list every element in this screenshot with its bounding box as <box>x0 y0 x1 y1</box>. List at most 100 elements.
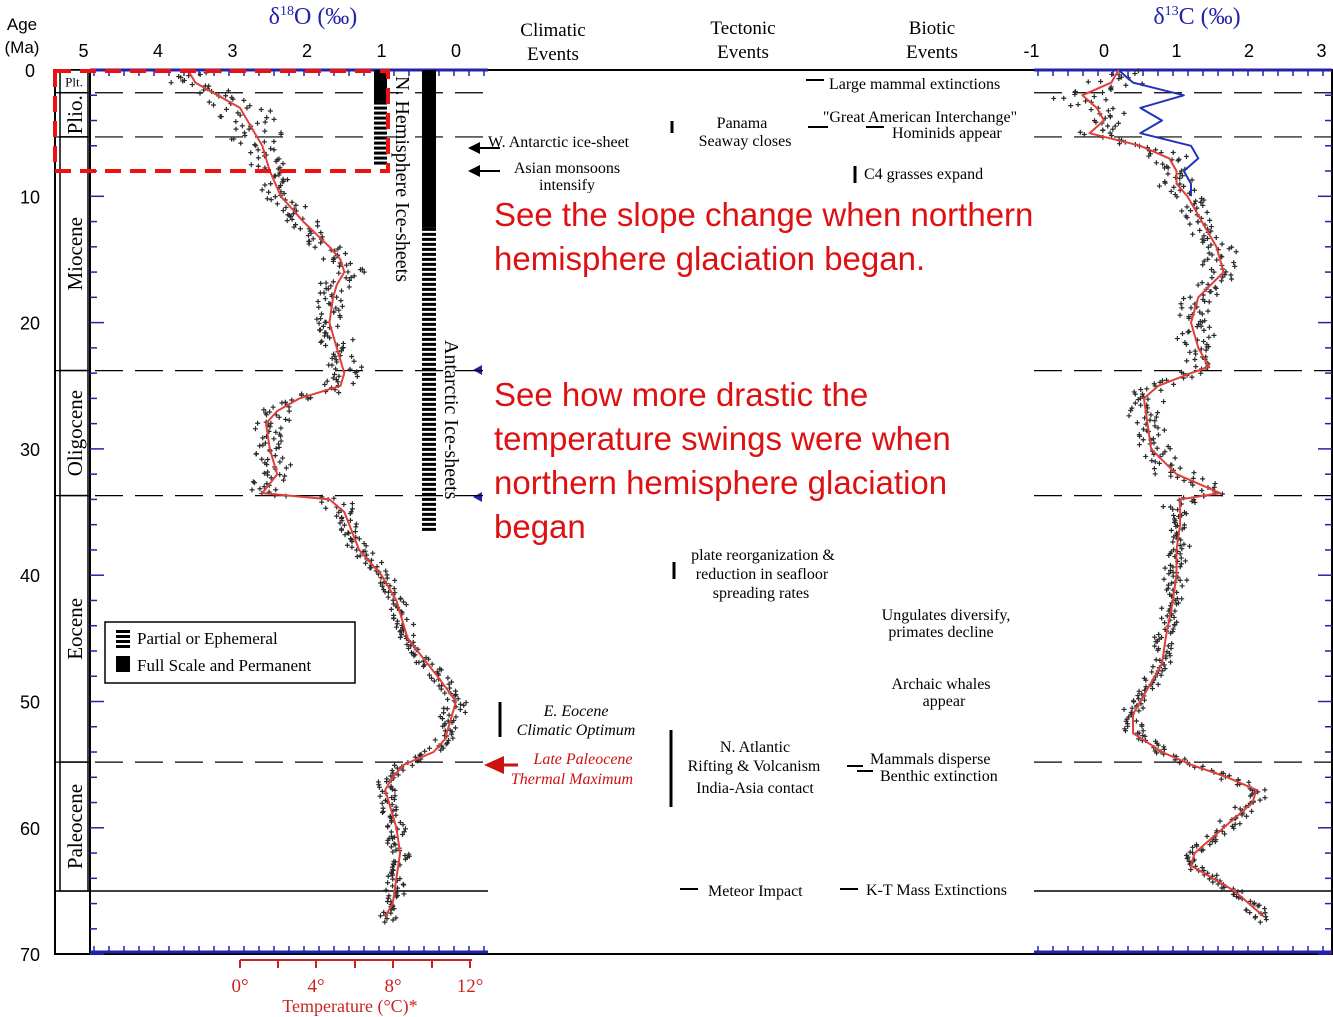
nh-ice-partial-dash <box>374 101 387 105</box>
d13c-point <box>1208 228 1214 234</box>
d13c-point <box>1199 311 1205 317</box>
d13c-point <box>1229 276 1235 282</box>
age-tick-label: 60 <box>20 819 40 839</box>
d13c-point <box>1146 153 1152 159</box>
d18o-point <box>277 459 283 465</box>
d18o-point <box>239 123 245 129</box>
d18o-point <box>281 477 287 483</box>
d18o-point <box>422 748 428 754</box>
d13c-point <box>1171 512 1177 518</box>
d18o-point <box>237 112 243 118</box>
age-tick-label: 40 <box>20 566 40 586</box>
d13c-point <box>1200 476 1206 482</box>
d18o-point <box>397 629 403 635</box>
event-kt: K-T Mass Extinctions <box>866 882 1007 899</box>
epoch-label: Oligocene <box>63 390 87 476</box>
d13c-point <box>1147 417 1153 423</box>
d18o-point <box>346 284 352 290</box>
d18o-point <box>274 201 280 207</box>
d18o-point <box>388 819 394 825</box>
epoch-box-Paleocene <box>59 761 89 892</box>
d13c-point <box>1149 458 1155 464</box>
antarctic-ice-partial-dash <box>422 252 436 256</box>
d18o-point <box>379 559 385 565</box>
d13c-point <box>1129 405 1135 411</box>
d13c-point <box>1178 301 1184 307</box>
d13c-point <box>1156 183 1162 189</box>
d18o-point <box>273 429 279 435</box>
d13c-point <box>1177 465 1183 471</box>
d18o-point <box>323 343 329 349</box>
d18o-point <box>347 261 353 267</box>
d13c-point <box>1222 831 1228 837</box>
d13c-point <box>1116 76 1122 82</box>
d18o-point <box>278 425 284 431</box>
d13c-point <box>1263 917 1269 923</box>
d18o-point <box>393 894 399 900</box>
d18o-point <box>271 436 277 442</box>
d18o-point <box>270 404 276 410</box>
d18o-point <box>330 258 336 264</box>
d13c-point <box>1190 482 1196 488</box>
d18o-point <box>272 194 278 200</box>
d18o-point <box>336 373 342 379</box>
d18o-point <box>242 133 248 139</box>
d13c-point <box>1173 601 1179 607</box>
d18o-point <box>374 564 380 570</box>
antarctic-ice-partial-dash <box>422 507 436 511</box>
d13c-point <box>1251 901 1257 907</box>
d13c-point <box>1206 334 1212 340</box>
d18o-point <box>284 218 290 224</box>
d13c-point <box>1231 825 1237 831</box>
d18o-point <box>404 616 410 622</box>
antarctic-ice-partial-dash <box>422 287 436 291</box>
d18o-point <box>443 741 449 747</box>
d18o-point <box>446 712 452 718</box>
d18o-point <box>377 793 383 799</box>
d13c-point <box>1174 336 1180 342</box>
annotation-1-line-2: hemisphere glaciation began. <box>494 240 926 277</box>
d13c-point <box>1187 294 1193 300</box>
d13c-point <box>1210 879 1216 885</box>
d13c-point <box>1213 285 1219 291</box>
d18o-point <box>446 681 452 687</box>
d13c-point <box>1136 696 1142 702</box>
d18o-point <box>388 844 394 850</box>
d13c-point <box>1204 209 1210 215</box>
event-hominids: Hominids appear <box>892 125 1002 142</box>
d18o-point <box>379 810 385 816</box>
d18o-point <box>317 316 323 322</box>
d13c-point <box>1201 197 1207 203</box>
d13c-point <box>1160 504 1166 510</box>
d18o-point <box>432 737 438 743</box>
d18o-point <box>385 840 391 846</box>
d13c-point <box>1152 643 1158 649</box>
d18o-point <box>359 364 365 370</box>
d18o-point <box>390 849 396 855</box>
epoch-label: Plio. <box>63 95 87 134</box>
event-atlantic-1: N. Atlantic <box>720 739 790 756</box>
legend-full-swatch <box>116 656 130 672</box>
event-panama-2: Seaway closes <box>699 133 792 150</box>
d13c-point <box>1197 309 1203 315</box>
d18o-point <box>401 829 407 835</box>
d13c-point <box>1199 487 1205 493</box>
d13c-point <box>1135 68 1141 74</box>
d13c-point <box>1168 659 1174 665</box>
d13c-point <box>1161 744 1167 750</box>
d18o-point <box>394 621 400 627</box>
antarctic-ice-partial-dash <box>422 377 436 381</box>
d13c-point <box>1155 742 1161 748</box>
d13c-point <box>1137 433 1143 439</box>
nh-ice-partial-dash <box>374 151 387 155</box>
d18o-point <box>330 279 336 285</box>
d18o-point <box>320 323 326 329</box>
d13c-tick-label: 2 <box>1244 41 1254 61</box>
d13c-point <box>1081 132 1087 138</box>
d13c-point <box>1149 669 1155 675</box>
d18o-point <box>397 634 403 640</box>
d18o-point <box>369 557 375 563</box>
antarctic-ice-partial-dash <box>422 322 436 326</box>
d13c-point <box>1072 91 1078 97</box>
d18o-point <box>268 475 274 481</box>
